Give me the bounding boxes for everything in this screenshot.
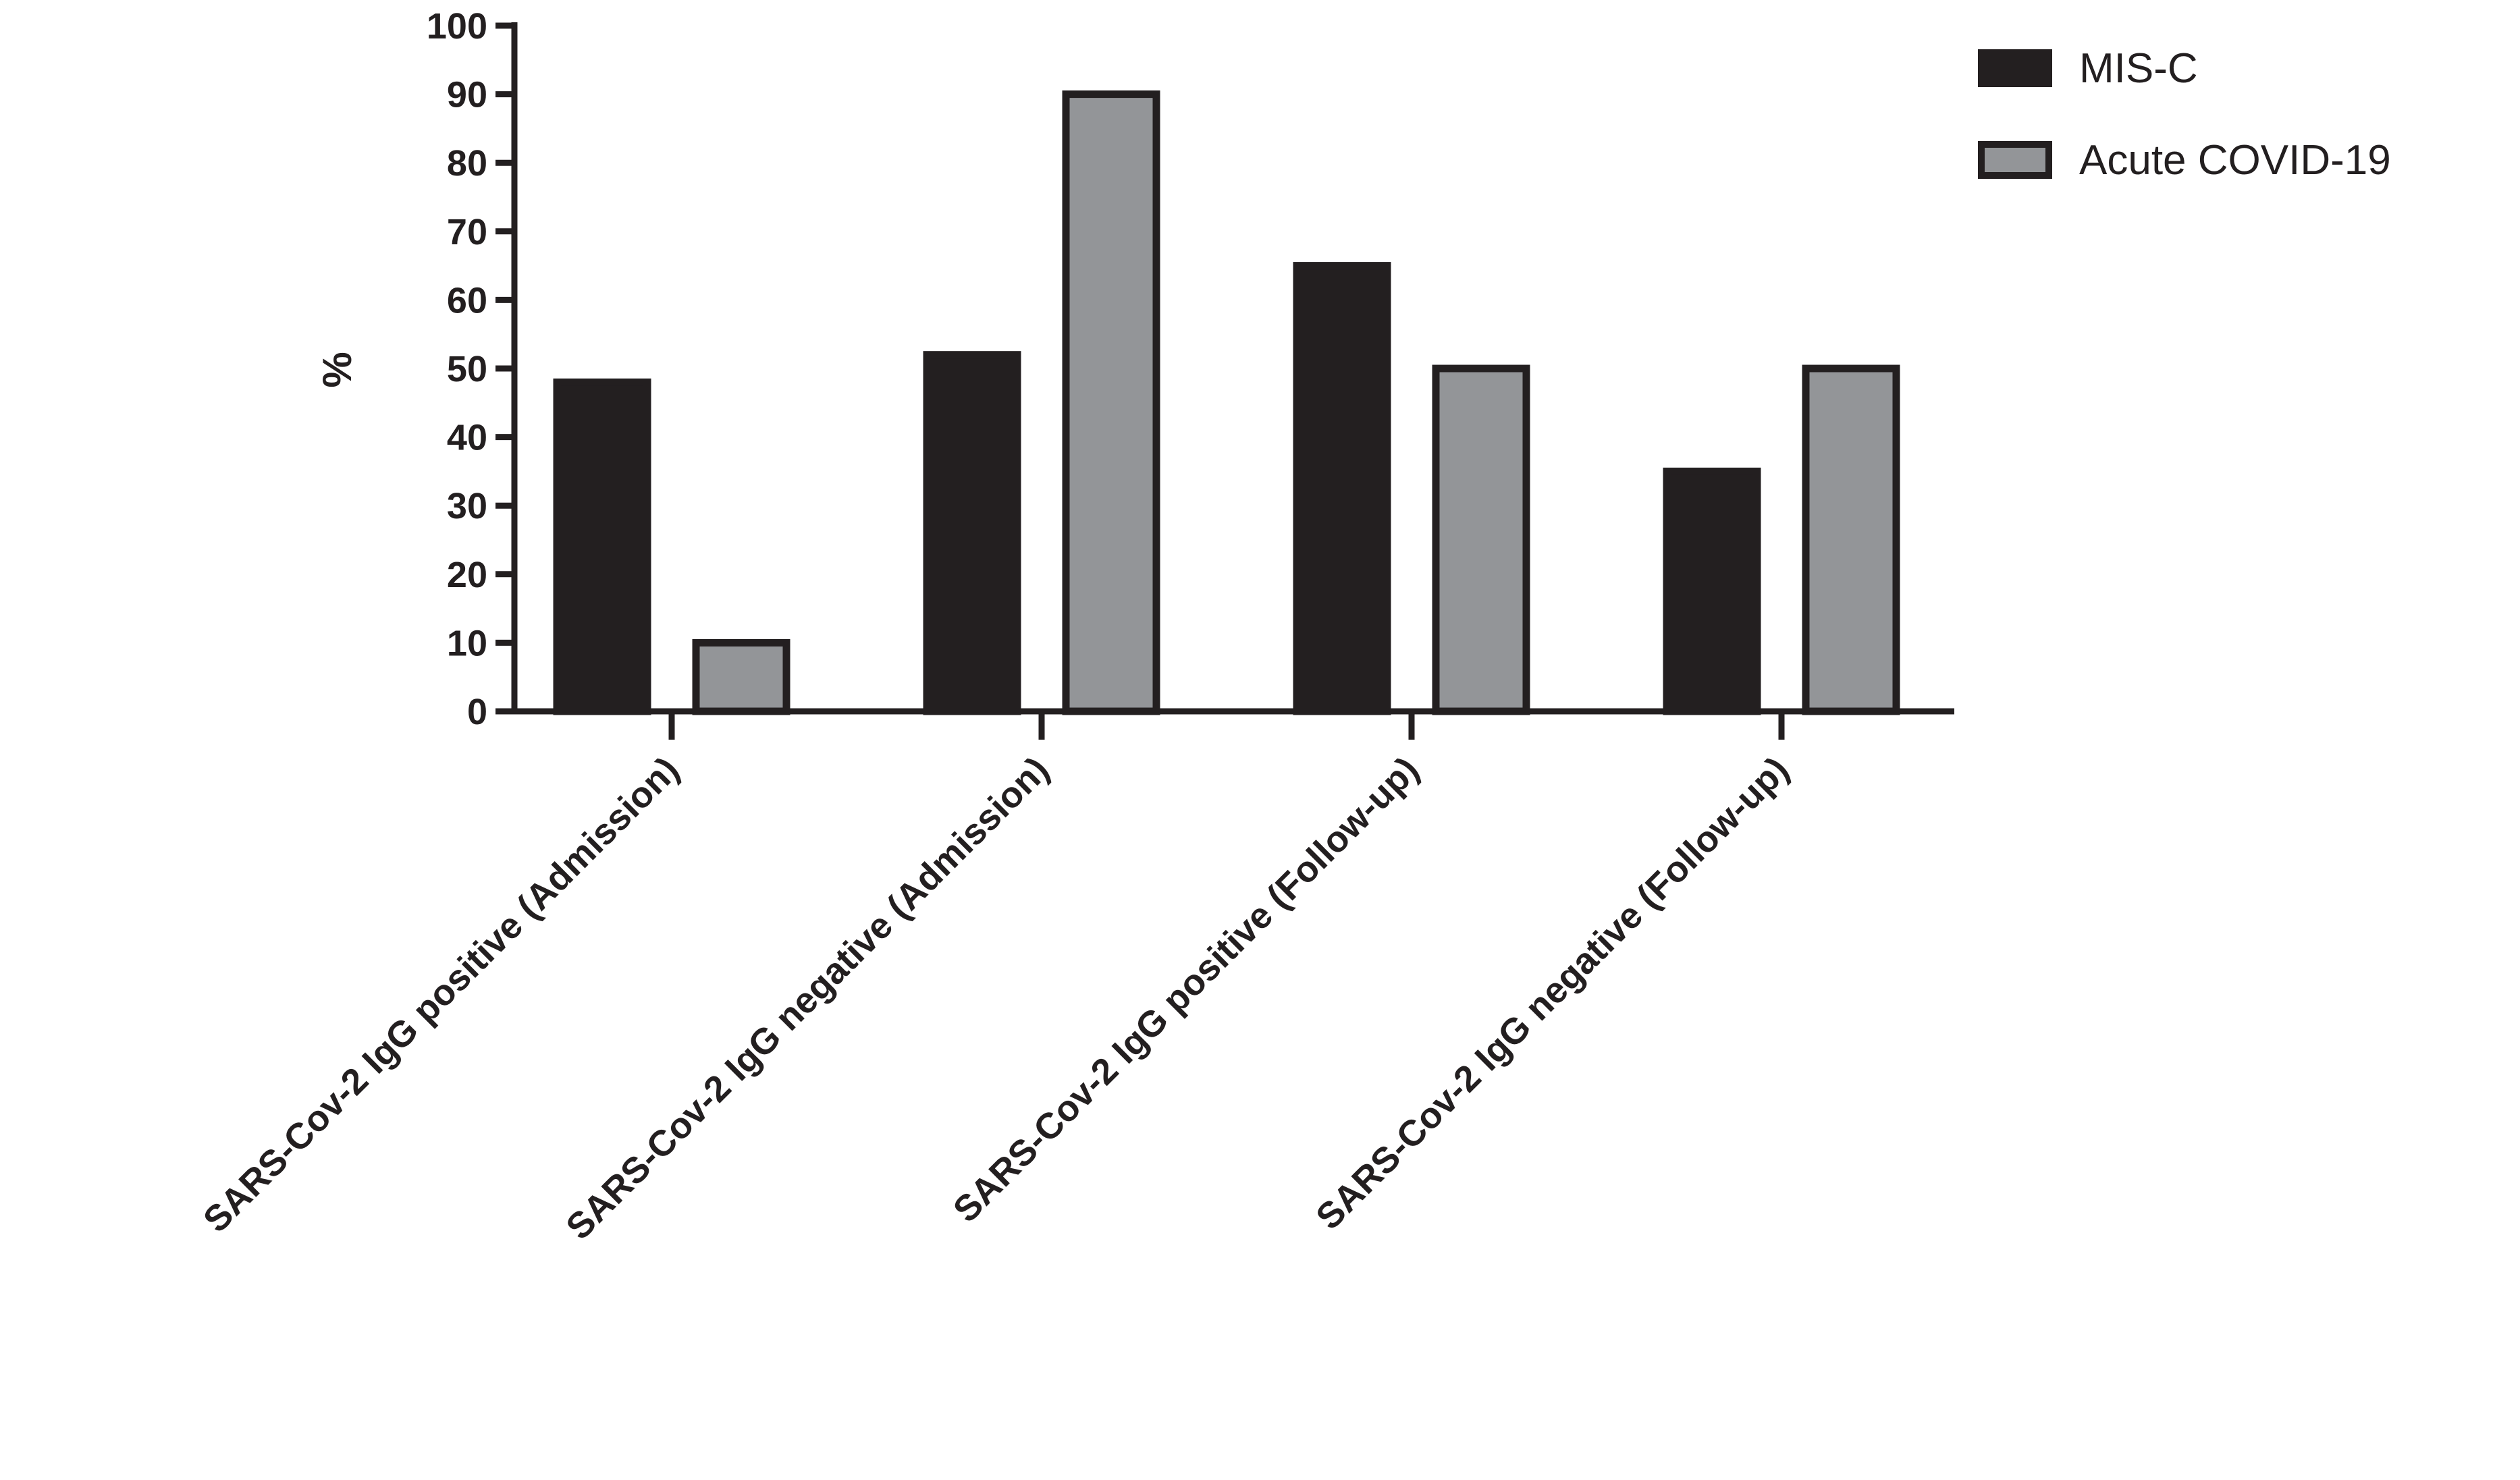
bar-acute-covid-19-2 xyxy=(1062,90,1160,715)
y-axis-title: % xyxy=(315,352,360,387)
bar-mis-c-3 xyxy=(1293,262,1391,715)
y-tick-label: 10 xyxy=(447,623,487,663)
bar-mis-c-1 xyxy=(553,378,651,715)
legend-swatch-acute-covid-19 xyxy=(1978,141,2052,179)
y-tick-label: 100 xyxy=(427,6,487,47)
bar-acute-covid-19-1 xyxy=(692,638,790,715)
y-tick-label: 50 xyxy=(447,349,487,389)
y-tick-label: 70 xyxy=(447,212,487,252)
y-tick-label: 60 xyxy=(447,280,487,321)
axes-layer xyxy=(495,22,1954,740)
y-tick-label: 80 xyxy=(447,143,487,184)
bar-mis-c-2 xyxy=(923,351,1021,715)
y-tick-label: 40 xyxy=(447,418,487,458)
legend-label-mis-c: MIS-C xyxy=(2079,45,2198,92)
y-tick-label: 20 xyxy=(447,555,487,595)
y-tick-label: 90 xyxy=(447,75,487,115)
legend-swatch-mis-c xyxy=(1978,49,2052,87)
x-category-label: SARS-Cov-2 IgG positive (Follow-up) xyxy=(946,749,1427,1230)
legend-label-acute-covid-19: Acute COVID-19 xyxy=(2079,137,2391,184)
y-tick-label: 30 xyxy=(447,486,487,526)
bars-layer xyxy=(553,90,1900,715)
bar-acute-covid-19-4 xyxy=(1802,364,1900,715)
legend: MIS-C Acute COVID-19 xyxy=(1978,45,2391,184)
y-tick-label: 0 xyxy=(467,692,487,732)
bar-mis-c-4 xyxy=(1663,467,1761,715)
bar-acute-covid-19-3 xyxy=(1432,364,1530,715)
